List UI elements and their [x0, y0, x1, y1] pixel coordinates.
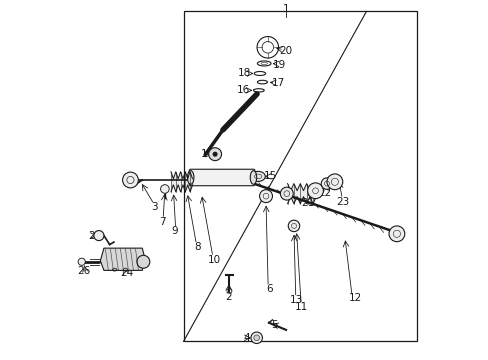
Circle shape — [307, 183, 323, 199]
Text: 23: 23 — [336, 197, 349, 207]
Text: 11: 11 — [295, 302, 308, 312]
Text: 13: 13 — [289, 295, 303, 305]
Text: 3: 3 — [150, 202, 157, 212]
Text: 10: 10 — [207, 255, 220, 265]
Text: 16: 16 — [237, 85, 250, 95]
Bar — [183, 12, 416, 341]
Text: 17: 17 — [271, 78, 284, 88]
Ellipse shape — [250, 171, 256, 184]
Text: 14: 14 — [201, 149, 214, 159]
Ellipse shape — [187, 171, 194, 184]
Text: 9: 9 — [171, 226, 178, 236]
Circle shape — [388, 226, 404, 242]
Circle shape — [137, 255, 149, 268]
Text: 8: 8 — [193, 242, 200, 252]
Text: 2: 2 — [224, 292, 231, 302]
Text: 5: 5 — [271, 320, 278, 330]
Circle shape — [250, 332, 262, 343]
Polygon shape — [100, 248, 144, 270]
Ellipse shape — [250, 171, 265, 181]
Circle shape — [122, 172, 138, 188]
Text: 21: 21 — [301, 198, 314, 208]
Circle shape — [326, 174, 342, 190]
Text: 20: 20 — [279, 46, 292, 56]
Text: 4: 4 — [243, 333, 249, 343]
Circle shape — [253, 335, 259, 341]
Circle shape — [94, 230, 104, 240]
Text: 7: 7 — [159, 217, 166, 226]
Circle shape — [78, 258, 85, 265]
Circle shape — [212, 152, 217, 157]
Text: 15: 15 — [263, 171, 276, 181]
Text: 26: 26 — [78, 266, 91, 276]
Text: 24: 24 — [121, 268, 134, 278]
Text: 1: 1 — [282, 4, 288, 14]
Circle shape — [287, 220, 299, 231]
Circle shape — [321, 178, 332, 189]
Circle shape — [259, 190, 272, 203]
Text: 18: 18 — [237, 68, 251, 78]
Circle shape — [208, 148, 221, 161]
Text: 25: 25 — [88, 231, 102, 240]
Text: 6: 6 — [266, 284, 272, 294]
Text: 19: 19 — [272, 59, 285, 69]
Text: 22: 22 — [318, 188, 331, 198]
Circle shape — [280, 187, 293, 200]
FancyBboxPatch shape — [189, 169, 254, 186]
Circle shape — [160, 185, 169, 193]
Text: 12: 12 — [347, 293, 361, 303]
